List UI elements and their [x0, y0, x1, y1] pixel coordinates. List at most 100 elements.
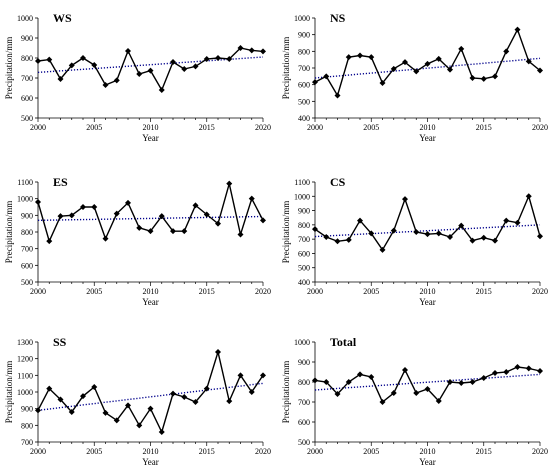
data-point: [215, 55, 221, 61]
data-point: [447, 234, 453, 240]
data-point: [260, 372, 266, 379]
data-point: [57, 213, 64, 220]
x-tick-label: 2000: [307, 447, 323, 456]
data-point: [492, 73, 498, 80]
x-tick-label: 2005: [86, 287, 102, 296]
data-point: [170, 390, 176, 397]
data-point: [447, 379, 453, 385]
x-tick-label: 2015: [476, 287, 492, 296]
x-tick-label: 2000: [307, 123, 323, 132]
data-point: [102, 235, 109, 242]
data-point: [237, 45, 244, 51]
chart-panel-0: 500 600 700 800 900 1000 2000 2005 2010 2015 2020 Y…: [4, 11, 271, 143]
data-point: [413, 68, 420, 75]
data-point: [68, 212, 75, 219]
data-point: [435, 55, 442, 62]
data-point: [525, 58, 532, 65]
x-tick-label: 2010: [420, 287, 436, 296]
y-tick-label: 600: [21, 261, 33, 270]
data-point: [458, 222, 465, 229]
data-point: [458, 45, 465, 52]
y-axis-title: Precipitation/mm: [281, 37, 291, 100]
data-point: [503, 217, 510, 224]
panel-title: WS: [53, 11, 72, 25]
x-tick-label: 2020: [532, 123, 548, 132]
y-tick-label: 900: [21, 211, 33, 220]
x-axis-title: Year: [419, 457, 436, 467]
y-tick-label: 700: [298, 398, 310, 407]
x-tick-label: 2010: [420, 447, 436, 456]
data-point: [158, 429, 165, 435]
data-point: [91, 204, 98, 210]
y-tick-label: 900: [298, 207, 310, 216]
data-point: [80, 393, 86, 400]
data-point: [170, 59, 176, 65]
data-point: [503, 48, 510, 55]
data-point: [248, 195, 255, 202]
y-tick-label: 400: [298, 114, 310, 123]
data-point: [46, 385, 53, 392]
data-point: [503, 369, 510, 375]
data-point: [424, 231, 431, 238]
data-point: [345, 54, 352, 61]
data-point: [57, 76, 64, 82]
data-point: [312, 377, 318, 384]
data-point: [192, 63, 199, 70]
x-tick-label: 2020: [532, 447, 548, 456]
panel-title: CS: [330, 175, 346, 189]
data-point: [334, 238, 341, 245]
y-tick-label: 700: [21, 438, 33, 447]
x-tick-label: 2010: [143, 447, 159, 456]
chart-panel-2: 500 600 700 800 900 1000 1100 2000 2005 2010 2015 2…: [4, 175, 271, 307]
y-tick-label: 700: [298, 235, 310, 244]
y-tick-label: 1000: [294, 14, 310, 23]
y-tick-label: 1000: [17, 195, 33, 204]
data-point: [215, 349, 221, 355]
data-point: [492, 237, 498, 244]
y-axis-title: Precipitation/mm: [281, 201, 291, 264]
y-axis-title: Precipitation/mm: [4, 37, 14, 100]
y-tick-label: 900: [21, 34, 33, 43]
data-point: [390, 390, 397, 396]
data-point: [447, 66, 453, 73]
y-tick-label: 600: [298, 81, 310, 90]
y-tick-label: 1100: [17, 178, 33, 187]
x-tick-label: 2010: [420, 123, 436, 132]
data-point: [80, 204, 86, 210]
data-point: [91, 384, 98, 390]
data-point: [192, 202, 199, 209]
data-point: [368, 54, 375, 61]
data-point: [402, 196, 408, 203]
data-point: [435, 230, 442, 237]
y-tick-label: 500: [298, 264, 310, 273]
data-point: [35, 199, 41, 205]
x-tick-label: 2015: [476, 447, 492, 456]
data-point: [46, 238, 53, 245]
y-tick-label: 700: [21, 245, 33, 254]
data-point: [91, 62, 98, 68]
data-point: [158, 213, 165, 220]
x-axis-title: Year: [142, 133, 159, 143]
data-point: [125, 48, 131, 54]
x-tick-label: 2005: [86, 123, 102, 132]
data-point: [147, 67, 154, 74]
x-tick-label: 2000: [307, 287, 323, 296]
x-tick-label: 2015: [199, 447, 215, 456]
x-tick-label: 2000: [30, 123, 46, 132]
data-point: [368, 374, 375, 380]
data-point: [181, 394, 188, 400]
y-tick-label: 500: [298, 438, 310, 447]
data-point: [345, 379, 352, 385]
y-tick-label: 800: [21, 421, 33, 430]
data-point: [402, 367, 408, 373]
data-point: [323, 73, 330, 80]
y-axis-title: Precipitation/mm: [4, 361, 14, 424]
chart-panel-5: 500 600 700 800 900 1000 2000 2005 2010 2015 2020 Y…: [281, 335, 548, 467]
y-tick-label: 600: [21, 94, 33, 103]
y-tick-label: 600: [298, 418, 310, 427]
data-point: [113, 210, 120, 217]
data-point: [390, 227, 397, 234]
x-axis-title: Year: [142, 297, 159, 307]
data-point: [147, 405, 154, 412]
